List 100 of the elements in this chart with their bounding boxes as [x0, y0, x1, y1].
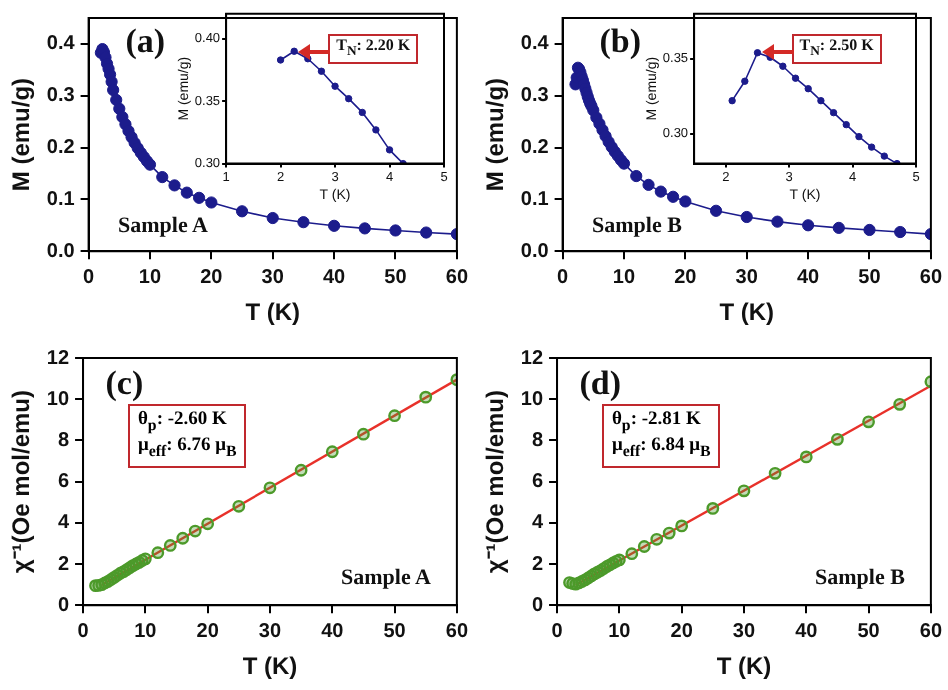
point: [679, 195, 692, 208]
point: [357, 427, 370, 441]
point: [232, 499, 246, 513]
x-axis-title: T (K): [242, 652, 298, 681]
point: [799, 450, 813, 464]
x-tick-label: 40: [322, 266, 347, 289]
x-tick-label: 40: [321, 620, 345, 643]
annotation: Sample A: [118, 213, 208, 239]
point: [768, 466, 782, 480]
x-tick-label: 20: [196, 620, 220, 643]
point: [188, 524, 202, 538]
point: [276, 56, 285, 64]
point: [842, 120, 850, 129]
y-tick-label: 0: [531, 594, 544, 617]
point: [266, 211, 279, 225]
point: [740, 210, 753, 224]
point: [728, 96, 736, 105]
point: [666, 190, 680, 203]
point: [737, 484, 751, 498]
x-tick-label: 10: [608, 620, 632, 643]
y-axis-title: M (emu/g): [481, 77, 510, 192]
point: [709, 204, 723, 217]
x-axis-title: T (K): [719, 298, 775, 327]
y-tick-label: 0.1: [46, 188, 76, 211]
point: [771, 215, 784, 228]
point: [385, 146, 394, 154]
point: [630, 169, 643, 183]
point: [168, 179, 181, 192]
annotation: μ$_{eff}$: 6.84 μ$_{B}$: [611, 436, 711, 463]
point: [741, 77, 749, 85]
point: [328, 219, 341, 232]
point: [867, 143, 876, 151]
point: [650, 532, 664, 546]
point: [201, 517, 215, 531]
point: [263, 481, 277, 495]
point: [192, 191, 206, 204]
annotation: Sample B: [592, 213, 682, 239]
x-tick-label: 40: [796, 266, 821, 289]
y-tick-label: 0.3: [46, 85, 76, 108]
annotation: (d): [579, 363, 622, 403]
point: [855, 132, 863, 141]
point: [358, 222, 371, 235]
point: [180, 186, 193, 199]
point: [325, 445, 339, 459]
annotation: (b): [599, 22, 641, 63]
x-tick-label: 30: [258, 620, 282, 643]
x-tick-label: 60: [445, 620, 469, 643]
y-tick-label: 4: [57, 512, 70, 535]
x-tick-label: 10: [138, 266, 162, 289]
point: [625, 547, 639, 561]
point: [389, 224, 402, 237]
point: [358, 108, 366, 117]
x-tick-label: 60: [445, 266, 469, 289]
point: [642, 178, 655, 191]
x-tick-label: 0: [83, 266, 96, 289]
x-axis-title: T (K): [245, 298, 301, 327]
point: [205, 196, 218, 209]
x-tick-label: 10: [134, 620, 158, 643]
point: [290, 47, 298, 55]
y-tick-label: 0.3: [520, 85, 550, 108]
y-tick-label: 6: [57, 471, 70, 494]
x-tick-label: 50: [857, 620, 881, 643]
x-tick-label: 60: [919, 620, 943, 643]
y-tick-label: 0.0: [520, 240, 550, 263]
x-tick-label: 30: [732, 620, 756, 643]
point: [863, 223, 876, 237]
x-tick-label: 20: [200, 266, 224, 289]
point: [862, 415, 875, 429]
point: [388, 409, 401, 423]
point: [163, 539, 177, 552]
annotation: T$_{N}$: 2.50 K: [791, 34, 882, 65]
x-tick-label: 0: [557, 266, 570, 289]
y-tick-label: 12: [520, 347, 544, 370]
x-tick-label: 10: [612, 266, 636, 289]
point: [107, 83, 120, 97]
point: [372, 126, 380, 134]
point: [880, 152, 888, 160]
x-tick-label: 40: [795, 620, 819, 643]
y-tick-label: 10: [46, 388, 70, 411]
x-tick-label: 30: [735, 266, 759, 289]
point: [654, 185, 667, 198]
annotation: Sample B: [814, 565, 905, 590]
point: [176, 531, 190, 545]
point: [831, 432, 844, 446]
annotation: (a): [125, 22, 166, 63]
point: [156, 170, 169, 184]
point: [804, 85, 812, 93]
x-tick-label: 20: [670, 620, 694, 643]
point: [893, 397, 907, 411]
x-tick-label: 0: [77, 620, 90, 643]
point: [344, 94, 353, 103]
point: [779, 62, 787, 70]
y-tick-label: 0: [57, 594, 70, 617]
x-tick-label: 0: [551, 620, 564, 643]
point: [675, 519, 689, 533]
point: [420, 226, 433, 239]
annotation: T$_{N}$: 2.20 K: [328, 33, 419, 64]
point: [294, 463, 308, 477]
y-axis-title: χ⁻¹(Oe mol/emu): [481, 390, 510, 574]
y-tick-label: 10: [520, 388, 544, 411]
